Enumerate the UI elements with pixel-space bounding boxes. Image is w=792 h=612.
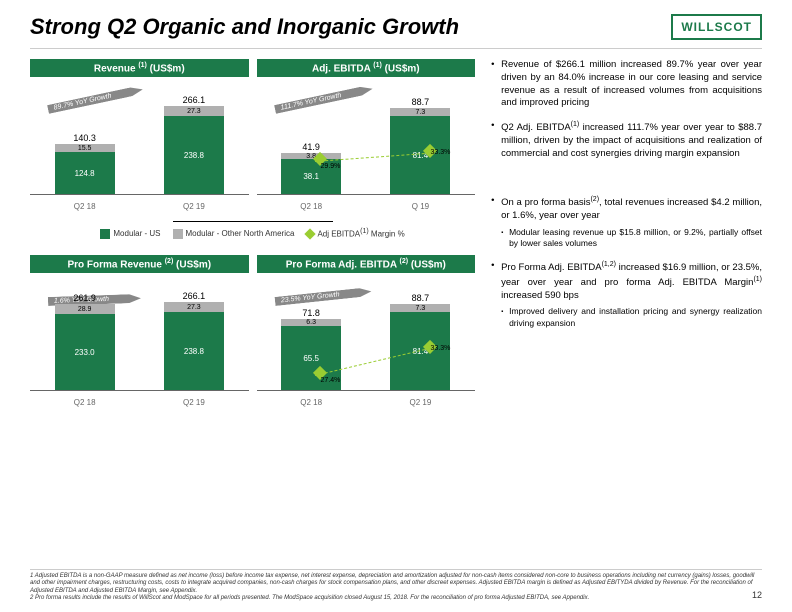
x-axis-label: Q2 18: [55, 202, 115, 211]
bar-seg-other-na: 27.3: [164, 106, 224, 116]
sub-bullet-improved: Improved delivery and installation prici…: [501, 306, 762, 329]
margin-label: 27.4%: [321, 377, 341, 384]
charts-column: Revenue (1) (US$m)89.7% YoY Growth140.31…: [30, 59, 475, 407]
bar-total-label: 88.7: [412, 293, 430, 303]
margin-label: 33.3%: [431, 149, 451, 156]
bar-seg-other-na: 27.3: [164, 302, 224, 312]
x-axis-label: Q2 18: [55, 398, 115, 407]
footnote-2: 2 Pro forma results include the results …: [30, 595, 762, 602]
chart: 23.5% YoY Growth71.865.56.388.781.47.3Q2…: [257, 279, 476, 407]
footnote-1: 1 Adjusted EBITDA is a non-GAAP measure …: [30, 573, 762, 595]
x-axis-label: Q2 19: [390, 398, 450, 407]
chart-title: Adj. EBITDA (1) (US$m): [257, 59, 476, 77]
bullet-proforma-ebitda: Pro Forma Adj. EBITDA(1,2) increased $16…: [491, 260, 762, 330]
logo: WILLSCOT: [671, 14, 762, 40]
bar-seg-modular-us: 238.8: [164, 312, 224, 390]
bullet-revenue: Revenue of $266.1 million increased 89.7…: [491, 59, 762, 110]
chart-divider: [173, 221, 333, 222]
sub-bullet-modular: Modular leasing revenue up $15.8 million…: [501, 227, 762, 250]
bar-seg-modular-us: 124.8: [55, 152, 115, 194]
margin-label: 29.9%: [321, 163, 341, 170]
bar-seg-modular-us: 238.8: [164, 116, 224, 194]
bar-total-label: 266.1: [183, 291, 206, 301]
legend: Modular - US Modular - Other North Ameri…: [30, 228, 475, 239]
chart-cell: Revenue (1) (US$m)89.7% YoY Growth140.31…: [30, 59, 249, 211]
bar-total-label: 140.3: [73, 133, 96, 143]
bar-seg-other-na: 7.3: [390, 108, 450, 116]
x-axis-label: Q2 18: [281, 398, 341, 407]
margin-label: 33.3%: [431, 345, 451, 352]
bar-seg-other-na: 7.3: [390, 304, 450, 312]
x-axis-label: Q 19: [390, 202, 450, 211]
bar-seg-other-na: 6.3: [281, 319, 341, 326]
x-axis-label: Q2 19: [164, 398, 224, 407]
page-title: Strong Q2 Organic and Inorganic Growth: [30, 14, 459, 40]
chart-title: Revenue (1) (US$m): [30, 59, 249, 77]
chart: 1.6% YoY Growth261.9233.028.9266.1238.82…: [30, 279, 249, 407]
page-number: 12: [752, 590, 762, 600]
chart: 111.7% YoY Growth41.938.13.888.781.47.3Q…: [257, 83, 476, 211]
chart: 89.7% YoY Growth140.3124.815.5266.1238.8…: [30, 83, 249, 211]
bar-total-label: 88.7: [412, 97, 430, 107]
bullet-ebitda: Q2 Adj. EBITDA(1) increased 111.7% year …: [491, 120, 762, 161]
chart-title: Pro Forma Adj. EBITDA (2) (US$m): [257, 255, 476, 273]
footnotes: 1 Adjusted EBITDA is a non-GAAP measure …: [30, 569, 762, 602]
x-axis-label: Q2 19: [164, 202, 224, 211]
bar-total-label: 41.9: [302, 142, 320, 152]
chart-cell: Pro Forma Adj. EBITDA (2) (US$m)23.5% Yo…: [257, 255, 476, 407]
bar-total-label: 71.8: [302, 308, 320, 318]
bar-total-label: 266.1: [183, 95, 206, 105]
bar-seg-modular-us: 233.0: [55, 314, 115, 390]
legend-item-margin: Adj EBITDA(1) Margin %: [306, 228, 404, 239]
legend-item-modular-us: Modular - US: [100, 229, 160, 239]
bullet-proforma-rev: On a pro forma basis(2), total revenues …: [491, 195, 762, 250]
chart-title: Pro Forma Revenue (2) (US$m): [30, 255, 249, 273]
legend-item-other-na: Modular - Other North America: [173, 229, 295, 239]
bar-seg-other-na: 15.5: [55, 144, 115, 152]
x-axis-label: Q2 18: [281, 202, 341, 211]
bar-seg-other-na: 28.9: [55, 304, 115, 314]
bar-total-label: 261.9: [73, 293, 96, 303]
chart-cell: Adj. EBITDA (1) (US$m) 111.7% YoY Growth4…: [257, 59, 476, 211]
chart-cell: Pro Forma Revenue (2) (US$m)1.6% YoY Gro…: [30, 255, 249, 407]
bullets-panel: Revenue of $266.1 million increased 89.7…: [491, 59, 762, 407]
